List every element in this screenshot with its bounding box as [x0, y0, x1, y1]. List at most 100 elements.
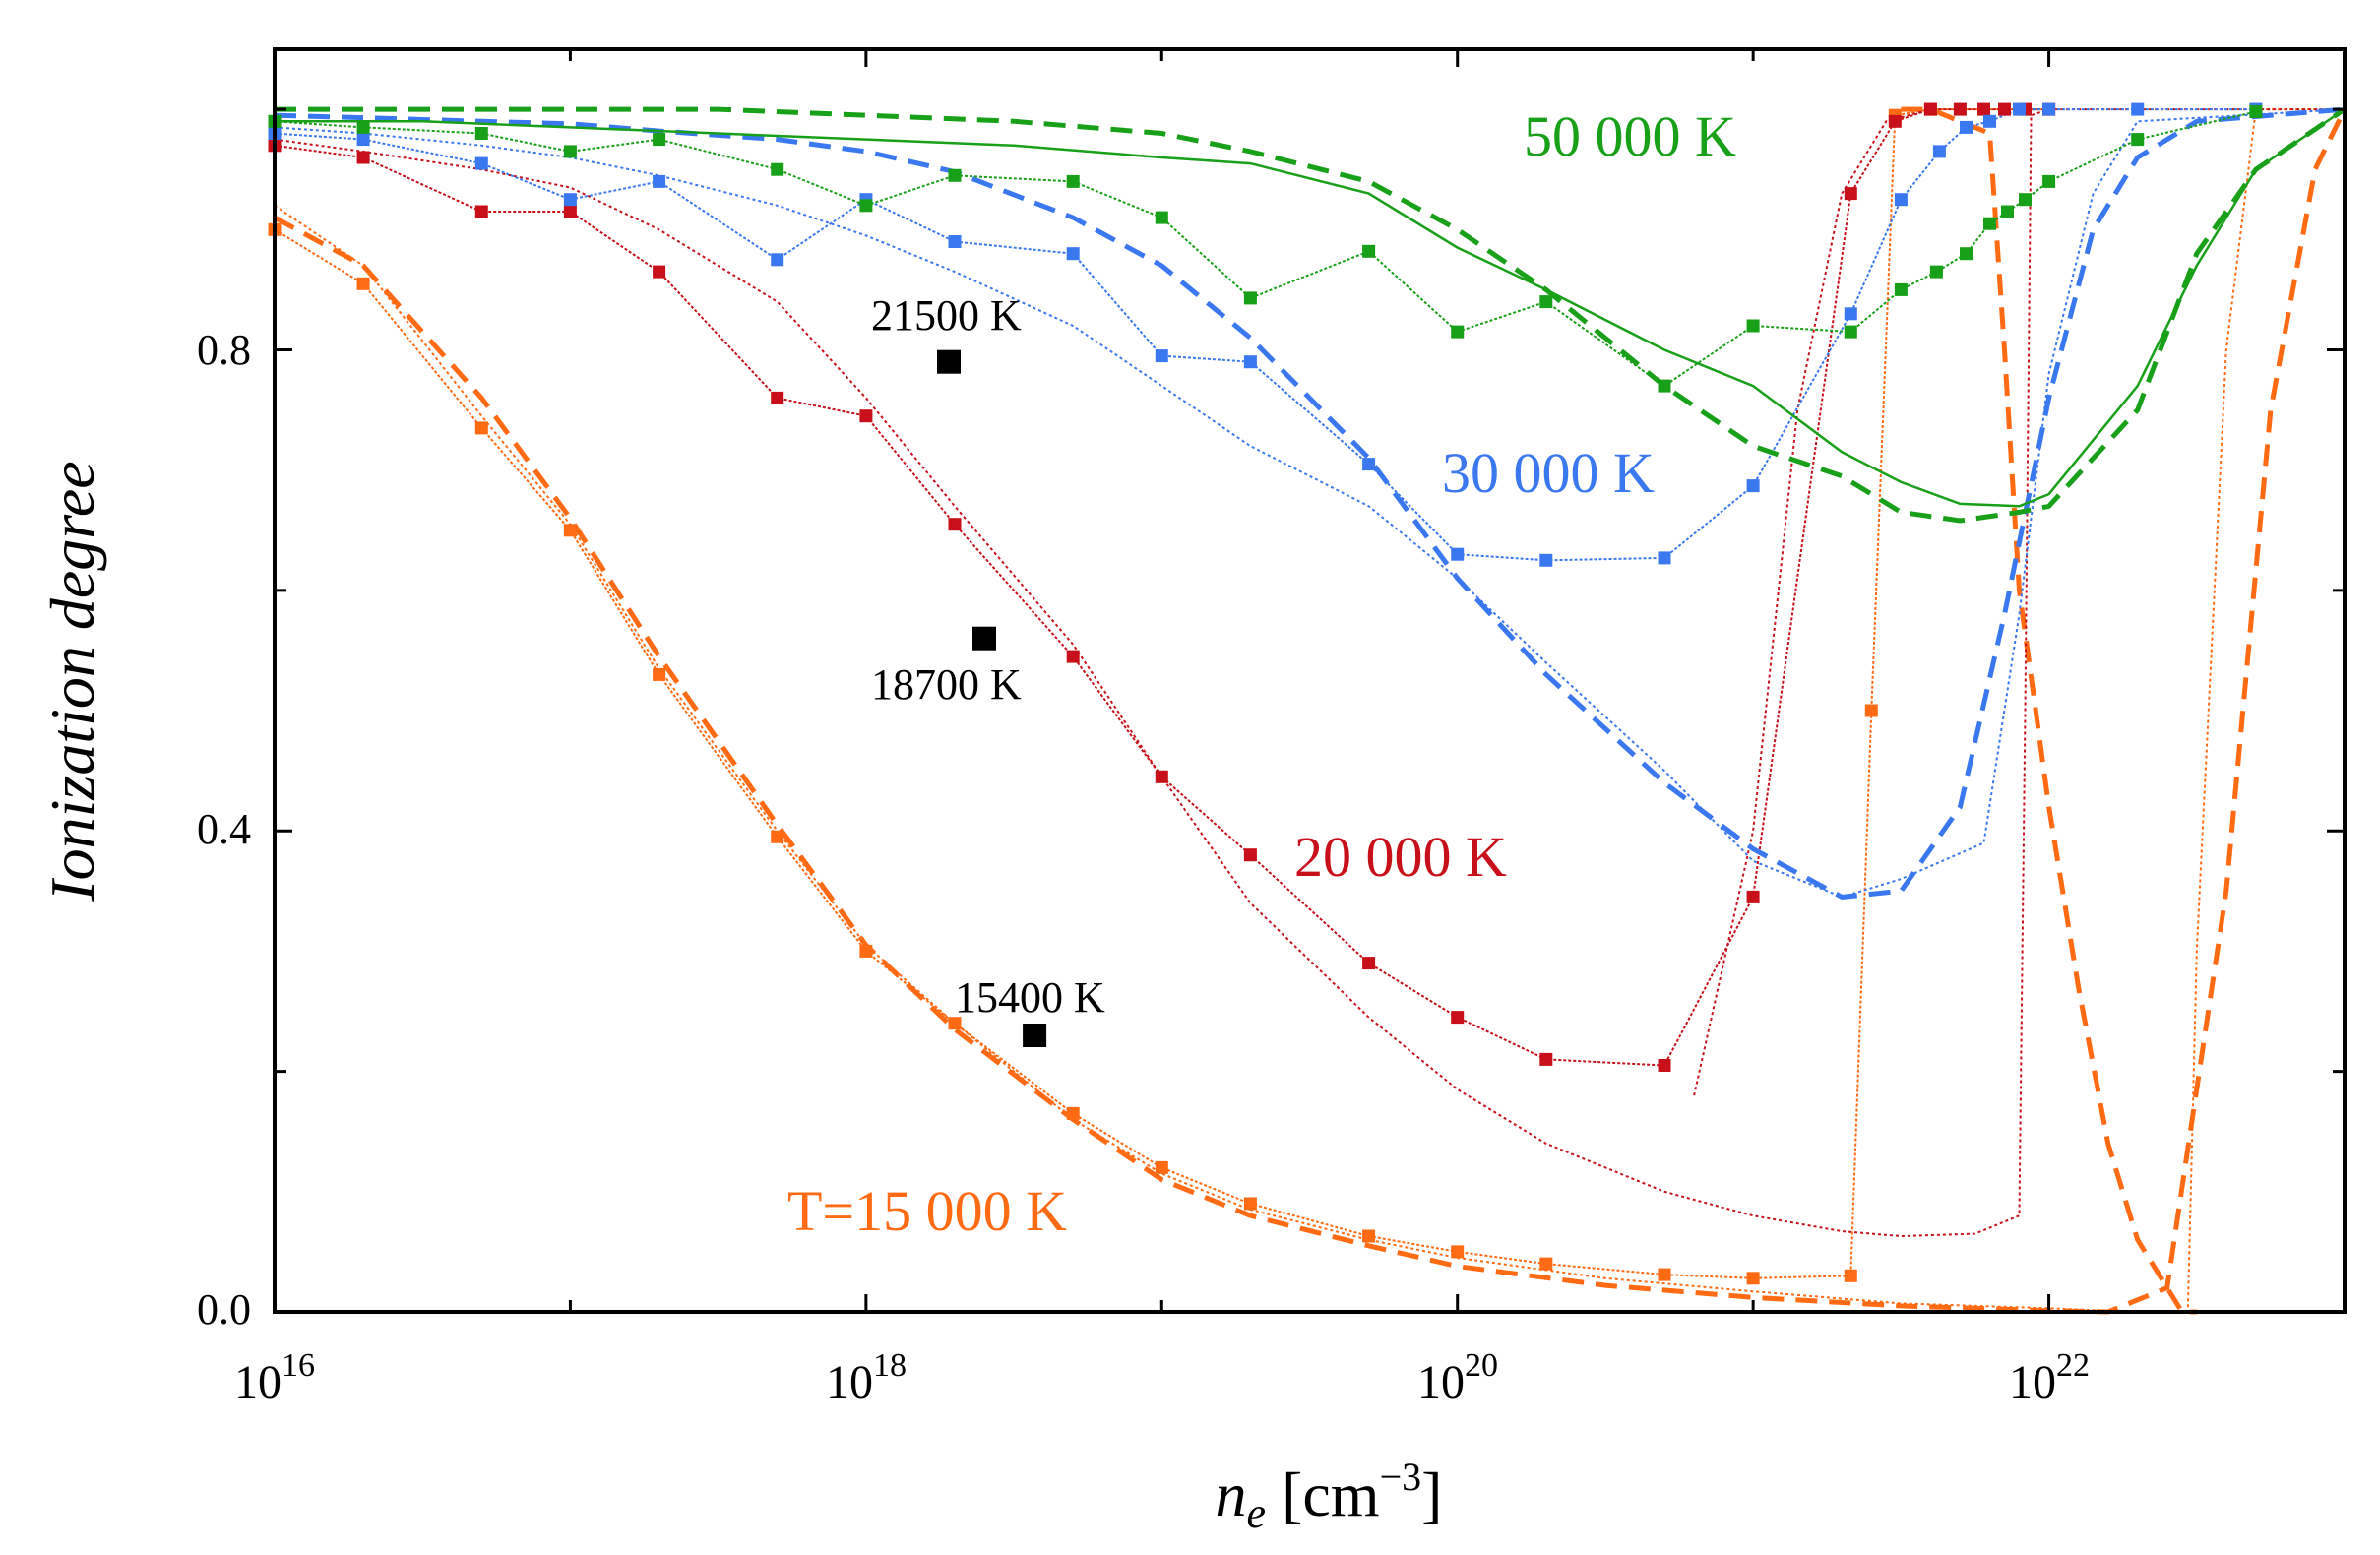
series-20000-marker-18 — [1923, 102, 1937, 116]
plot-frame — [273, 47, 2347, 1314]
series-30000-marker-7 — [948, 235, 962, 248]
series-30000-marker-17 — [1894, 193, 1908, 207]
series-20000-marker-16 — [1844, 187, 1857, 201]
x-axis-label: ne [cm−3] — [1216, 1455, 1443, 1537]
series-20000-marker-10 — [1243, 848, 1257, 862]
experiment-point-15400 — [1023, 1024, 1047, 1047]
series-50000-marker-8 — [1066, 174, 1080, 188]
series-15000-marker-4 — [653, 667, 666, 681]
series-50000-marker-4 — [653, 133, 666, 147]
series-50000-marker-10 — [1243, 291, 1257, 305]
plot-lines — [273, 106, 2348, 1315]
experiment-points — [937, 349, 1047, 1047]
series-50000-solid-line — [275, 108, 2346, 508]
series-15000-marker-10 — [1243, 1197, 1257, 1211]
series-15000-marker-16 — [1844, 1269, 1857, 1282]
series-20000-marker-21 — [1998, 102, 2011, 116]
series-15000-marker-8 — [1066, 1106, 1080, 1120]
series-50000-marker-9 — [1155, 211, 1168, 224]
axis-ticks — [273, 49, 2347, 1314]
series-30000-marker-18 — [1932, 145, 1946, 158]
series-50000-marker-13 — [1539, 295, 1553, 309]
series-30000-marker-19 — [1960, 120, 1973, 134]
series-20000-marker-17 — [1888, 114, 1902, 128]
series-label-20000: 20 000 K — [1294, 825, 1507, 889]
series-30000-marker-1 — [356, 133, 370, 147]
y-axis-label: Ionization degree — [37, 461, 107, 902]
series-50000-marker-25 — [2249, 105, 2263, 118]
series-30000-marker-5 — [771, 253, 784, 267]
series-20000-marker-15 — [1746, 890, 1760, 903]
series-15000-marker-15 — [1746, 1272, 1760, 1285]
experiment-label-15400: 15400 K — [955, 973, 1105, 1022]
series-50000-marker-20 — [1983, 217, 1996, 230]
experiment-point-18700 — [972, 626, 996, 651]
series-20000-marker-3 — [563, 205, 577, 218]
series-50000-marker-2 — [474, 127, 488, 140]
plot-markers — [268, 102, 2263, 1285]
y-tick-label-0.8: 0.8 — [197, 326, 251, 374]
series-15000-marker-6 — [859, 944, 873, 958]
series-15000-marker-1 — [356, 277, 370, 290]
series-30000-marker-22 — [2042, 102, 2056, 116]
series-50000-marker-15 — [1746, 319, 1760, 333]
series-20000-marker-2 — [474, 205, 488, 218]
series-20000-thin-dotted-line — [274, 108, 2345, 1238]
series-30000-marker-8 — [1066, 247, 1080, 261]
series-30000-marker-23 — [2131, 102, 2145, 116]
series-50000-marker-1 — [356, 120, 370, 134]
series-20000-marker-8 — [1066, 650, 1080, 663]
series-50000-marker-19 — [1960, 247, 1973, 261]
x-tick-label-1e20: 1020 — [1417, 1347, 1498, 1408]
series-30000-marker-10 — [1243, 355, 1257, 369]
series-30000-marker-15 — [1746, 479, 1760, 493]
series-label-15000: T=15 000 K — [787, 1179, 1067, 1243]
x-tick-label-1e22: 1022 — [2009, 1347, 2090, 1408]
series-30000-marker-line — [274, 108, 2256, 562]
series-50000-marker-11 — [1362, 244, 1376, 258]
series-50000-marker-18 — [1929, 265, 1943, 279]
experiment-label-21500: 21500 K — [871, 291, 1022, 340]
series-30000-marker-16 — [1844, 307, 1857, 321]
series-30000-marker-9 — [1155, 349, 1168, 363]
series-30000-marker-21 — [2013, 102, 2026, 116]
series-50000-marker-21 — [2001, 205, 2014, 218]
series-20000-marker-12 — [1451, 1011, 1465, 1025]
x-tick-label-1e18: 1018 — [826, 1347, 907, 1408]
series-20000-marker-6 — [859, 409, 873, 423]
series-30000-marker-3 — [563, 193, 577, 207]
series-30000-marker-13 — [1539, 553, 1553, 567]
series-15000-marker-14 — [1658, 1268, 1671, 1281]
series-20000-marker-line — [274, 108, 2049, 1067]
series-30000-marker-11 — [1362, 458, 1376, 471]
series-50000-marker-17 — [1894, 282, 1908, 296]
series-50000-marker-7 — [948, 168, 962, 182]
series-20000-marker-5 — [771, 391, 784, 404]
series-15000-marker-5 — [771, 830, 784, 843]
series-15000-marker-3 — [563, 524, 577, 537]
series-15000-marker-9 — [1155, 1160, 1168, 1174]
series-50000-dashed-line — [275, 106, 2347, 524]
series-15000-marker-17 — [1864, 704, 1878, 717]
series-15000-marker-11 — [1362, 1229, 1376, 1243]
experiment-point-21500 — [937, 349, 961, 374]
series-15000-marker-13 — [1539, 1257, 1553, 1271]
series-20000-marker-19 — [1953, 102, 1967, 116]
series-20000-marker-4 — [653, 265, 666, 279]
series-20000-marker-7 — [948, 518, 962, 531]
series-20000-marker-20 — [1977, 102, 1990, 116]
series-50000-marker-23 — [2042, 174, 2056, 188]
series-50000-marker-6 — [859, 199, 873, 213]
series-15000-dashed-line — [273, 107, 2348, 1315]
series-30000-marker-12 — [1451, 547, 1465, 561]
series-50000-marker-3 — [563, 145, 577, 158]
series-label-50000: 50 000 K — [1524, 104, 1736, 168]
series-30000-marker-20 — [1983, 114, 1996, 128]
series-50000-marker-16 — [1844, 325, 1857, 339]
series-20000-marker-13 — [1539, 1052, 1553, 1066]
series-20000-marker-14 — [1658, 1059, 1671, 1072]
series-15000-marker-line — [274, 108, 2049, 1279]
y-tick-label-0.4: 0.4 — [197, 805, 251, 853]
series-15000-marker-7 — [948, 1017, 962, 1030]
series-15000-marker-12 — [1451, 1245, 1465, 1259]
